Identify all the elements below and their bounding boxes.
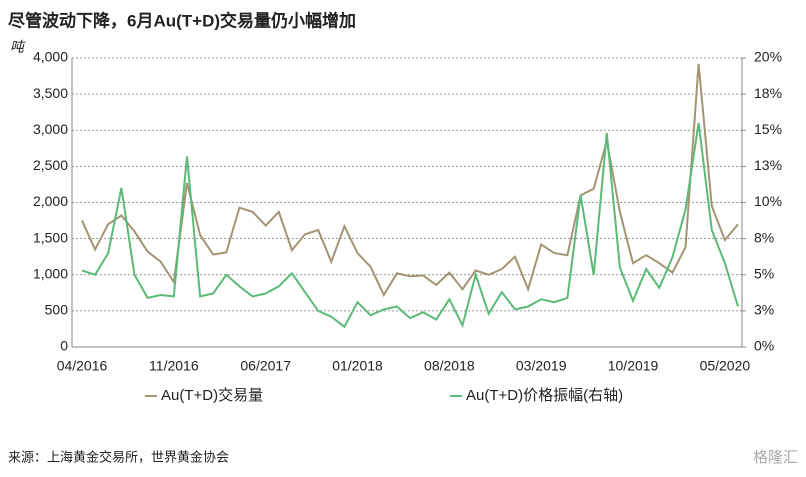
y-tick-label: 3,500 [33, 85, 68, 101]
y-tick-label: 2,500 [33, 157, 68, 173]
legend-label: Au(T+D)交易量 [161, 386, 263, 404]
source: 来源：上海黄金交易所，世界黄金协会 [8, 449, 229, 464]
y2-tick-label: 8% [754, 229, 774, 245]
chart-title: 尽管波动下降，6月Au(T+D)交易量仍小幅增加 [8, 10, 356, 30]
x-tick-label: 06/2017 [240, 358, 291, 374]
y2-tick-label: 5% [754, 265, 774, 281]
y2-tick-label: 10% [754, 193, 782, 209]
y2-tick-label: 18% [754, 85, 782, 101]
y2-tick-label: 15% [754, 121, 782, 137]
y-tick-label: 500 [45, 302, 69, 318]
brand: 格隆汇 [753, 449, 798, 466]
y-tick-label: 3,000 [33, 121, 68, 137]
y2-tick-label: 3% [754, 302, 774, 318]
y-axis-label: 吨 [10, 39, 26, 55]
x-tick-label: 05/2020 [700, 358, 751, 374]
x-tick-label: 11/2016 [149, 358, 199, 374]
x-tick-label: 03/2019 [516, 358, 567, 374]
y2-tick-label: 20% [754, 49, 782, 65]
x-tick-label: 08/2018 [424, 358, 475, 374]
y2-tick-label: 13% [754, 157, 782, 173]
y-tick-label: 1,500 [33, 229, 68, 245]
x-tick-label: 10/2019 [608, 358, 659, 374]
y2-tick-label: 0% [754, 338, 774, 354]
legend-label: Au(T+D)价格振幅(右轴) [466, 387, 623, 404]
x-tick-label: 01/2018 [332, 358, 383, 374]
y-tick-label: 1,000 [33, 265, 68, 281]
y-tick-label: 2,000 [33, 193, 68, 209]
y-tick-label: 4,000 [33, 49, 68, 65]
series-line [81, 122, 739, 329]
series-line [81, 63, 739, 298]
y-tick-label: 0 [60, 338, 68, 354]
x-tick-label: 04/2016 [57, 358, 108, 374]
